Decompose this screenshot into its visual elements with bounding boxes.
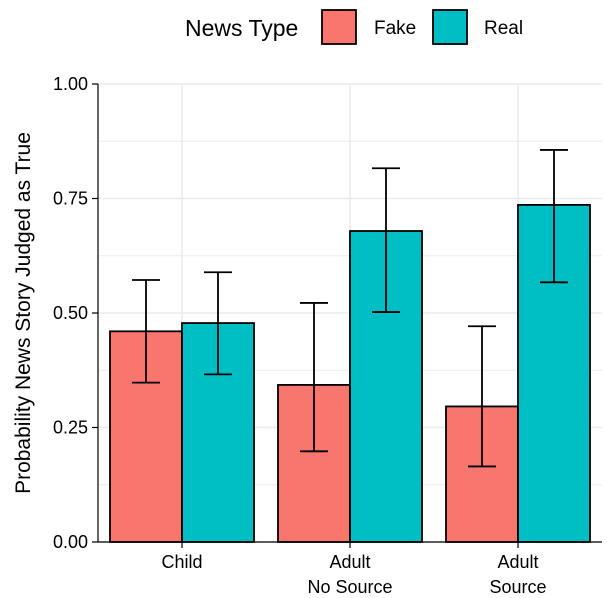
legend-swatch-real [432,9,468,45]
plot-area: 0.00 0.25 0.50 0.75 1.00 Child Adult No Source… [53,74,602,597]
y-tick-label: 0.00 [53,532,88,552]
legend-swatch-fake [321,9,357,45]
x-tick-label: No Source [307,577,392,597]
y-axis-title: Probability News Story Judged as True [12,132,35,494]
legend-label-real: Real [484,18,523,39]
x-tick-label: Adult [497,552,538,572]
x-tick-label: Adult [329,552,370,572]
y-tick-label: 0.75 [53,189,88,209]
error-bars [132,149,568,468]
legend: News Type Fake Real [185,9,523,45]
x-tick-label: Source [489,577,546,597]
y-tick-label: 1.00 [53,74,88,94]
x-tick-label: Child [161,552,202,572]
legend-label-fake: Fake [374,18,416,39]
y-tick-label: 0.25 [53,418,88,438]
y-tick-label: 0.50 [53,303,88,323]
x-axis-ticks: Child Adult No Source Adult Source [161,542,547,597]
legend-title: News Type [185,15,298,41]
y-axis-ticks: 0.00 0.25 0.50 0.75 1.00 [53,74,98,552]
